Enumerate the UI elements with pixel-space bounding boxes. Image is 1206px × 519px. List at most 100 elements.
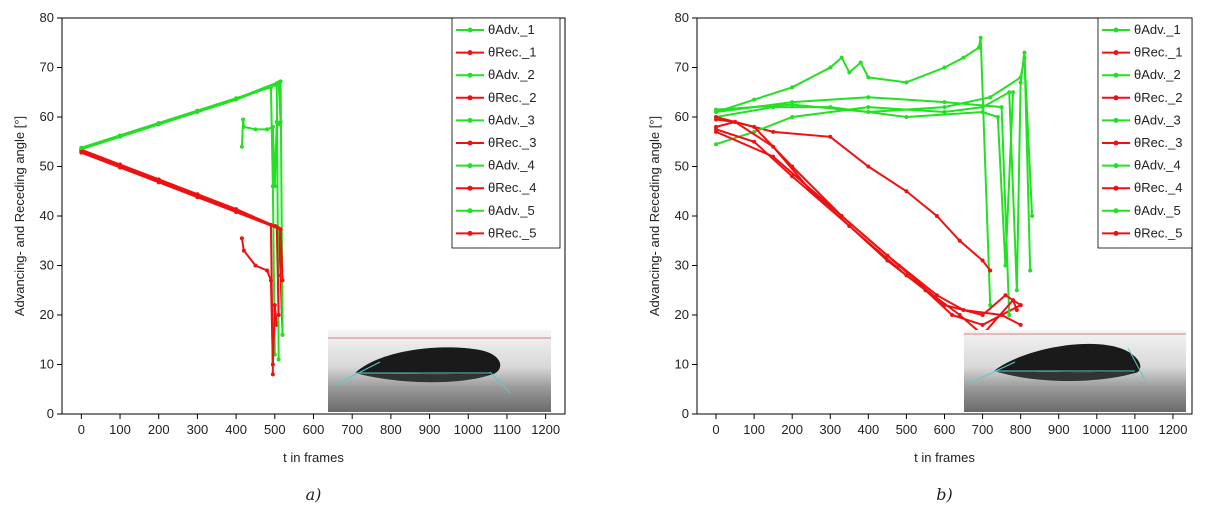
legend-label: θAdv._4	[488, 158, 535, 173]
data-point	[278, 79, 283, 84]
data-point	[195, 109, 200, 114]
data-point	[195, 192, 200, 197]
x-tick-label: 0	[78, 422, 85, 437]
data-point	[752, 139, 757, 144]
x-tick-label: 1100	[1121, 422, 1149, 437]
x-tick-label: 800	[1010, 422, 1032, 437]
data-point	[1007, 313, 1012, 317]
x-tick-label: 600	[934, 422, 956, 437]
data-point	[714, 127, 719, 132]
y-axis-label: Advancing- and Receding angle [°]	[12, 116, 27, 316]
legend-marker	[467, 140, 473, 146]
y-tick-label: 0	[682, 406, 689, 421]
data-point	[234, 96, 239, 101]
data-point	[241, 124, 246, 129]
x-tick-label: 500	[264, 422, 286, 437]
x-tick-label: 0	[712, 422, 719, 437]
data-point	[790, 174, 795, 179]
x-tick-label: 700	[972, 422, 994, 437]
y-tick-label: 50	[40, 159, 54, 174]
x-tick-label: 1000	[454, 422, 483, 437]
legend-label: θRec._1	[1134, 45, 1182, 60]
legend-marker	[467, 117, 473, 123]
y-tick-label: 20	[675, 307, 689, 322]
x-tick-label: 1200	[1159, 422, 1188, 437]
data-point	[950, 313, 955, 317]
data-point	[234, 210, 239, 215]
data-point	[1030, 214, 1035, 218]
x-tick-label: 400	[225, 422, 247, 437]
data-point	[714, 115, 719, 119]
series-line	[80, 148, 280, 316]
legend-marker	[467, 163, 473, 169]
x-tick-label: 300	[187, 422, 209, 437]
series-line	[81, 81, 280, 360]
x-tick-label: 700	[341, 422, 363, 437]
data-point	[278, 227, 283, 232]
legend-marker	[1113, 230, 1119, 236]
data-point	[866, 110, 871, 115]
legend-marker	[467, 185, 473, 191]
data-point	[999, 105, 1004, 110]
x-tick-label: 900	[1048, 422, 1070, 437]
data-point	[1007, 90, 1012, 95]
x-axis-label: t in frames	[283, 450, 344, 465]
y-tick-label: 80	[40, 10, 54, 25]
data-point	[1014, 308, 1019, 313]
x-tick-label: 1200	[531, 422, 560, 437]
series-line	[240, 119, 282, 187]
data-point	[1018, 303, 1023, 308]
x-tick-label: 1000	[1082, 422, 1111, 437]
legend-label: θAdv._4	[1134, 158, 1181, 173]
data-point	[156, 177, 161, 182]
x-tick-label: 200	[781, 422, 803, 437]
data-point	[241, 117, 246, 122]
data-point	[839, 55, 844, 60]
data-point	[118, 133, 123, 138]
data-point	[752, 124, 757, 129]
legend-label: θAdv._2	[1134, 67, 1181, 82]
inset-photo-a	[328, 330, 551, 412]
legend-marker	[1113, 208, 1119, 214]
legend-marker	[1113, 72, 1119, 78]
data-point	[1011, 90, 1016, 95]
data-point	[980, 110, 985, 115]
inset-photo-b	[964, 330, 1186, 412]
data-point	[942, 105, 947, 110]
data-point	[828, 65, 833, 70]
series-line	[715, 57, 1034, 217]
x-tick-label: 600	[303, 422, 325, 437]
data-point	[942, 100, 947, 105]
legend-label: θRec._4	[488, 180, 536, 195]
x-axis-label: t in frames	[914, 450, 975, 465]
data-point	[265, 127, 270, 132]
caption: b)	[936, 485, 952, 504]
legend-label: θRec._2	[1134, 90, 1182, 105]
data-point	[995, 115, 1000, 119]
data-point	[847, 70, 852, 75]
data-point	[1028, 268, 1033, 273]
y-tick-label: 60	[675, 109, 689, 124]
data-point	[839, 214, 844, 218]
data-point	[195, 195, 200, 200]
data-point	[988, 303, 993, 308]
data-point	[980, 322, 985, 327]
data-point	[828, 134, 833, 139]
y-tick-label: 10	[40, 357, 54, 372]
data-point	[239, 236, 244, 241]
data-point	[272, 303, 277, 308]
data-point	[957, 238, 962, 243]
x-tick-label: 200	[148, 422, 170, 437]
data-point	[934, 214, 939, 218]
data-point	[1018, 322, 1023, 327]
series-line	[715, 96, 1011, 316]
x-tick-label: 900	[419, 422, 441, 437]
legend-marker	[467, 230, 473, 236]
data-point	[1018, 80, 1023, 85]
y-tick-label: 50	[675, 159, 689, 174]
data-point	[265, 268, 270, 273]
legend-marker	[1113, 140, 1119, 146]
data-point	[847, 223, 852, 228]
legend-marker	[467, 95, 473, 101]
